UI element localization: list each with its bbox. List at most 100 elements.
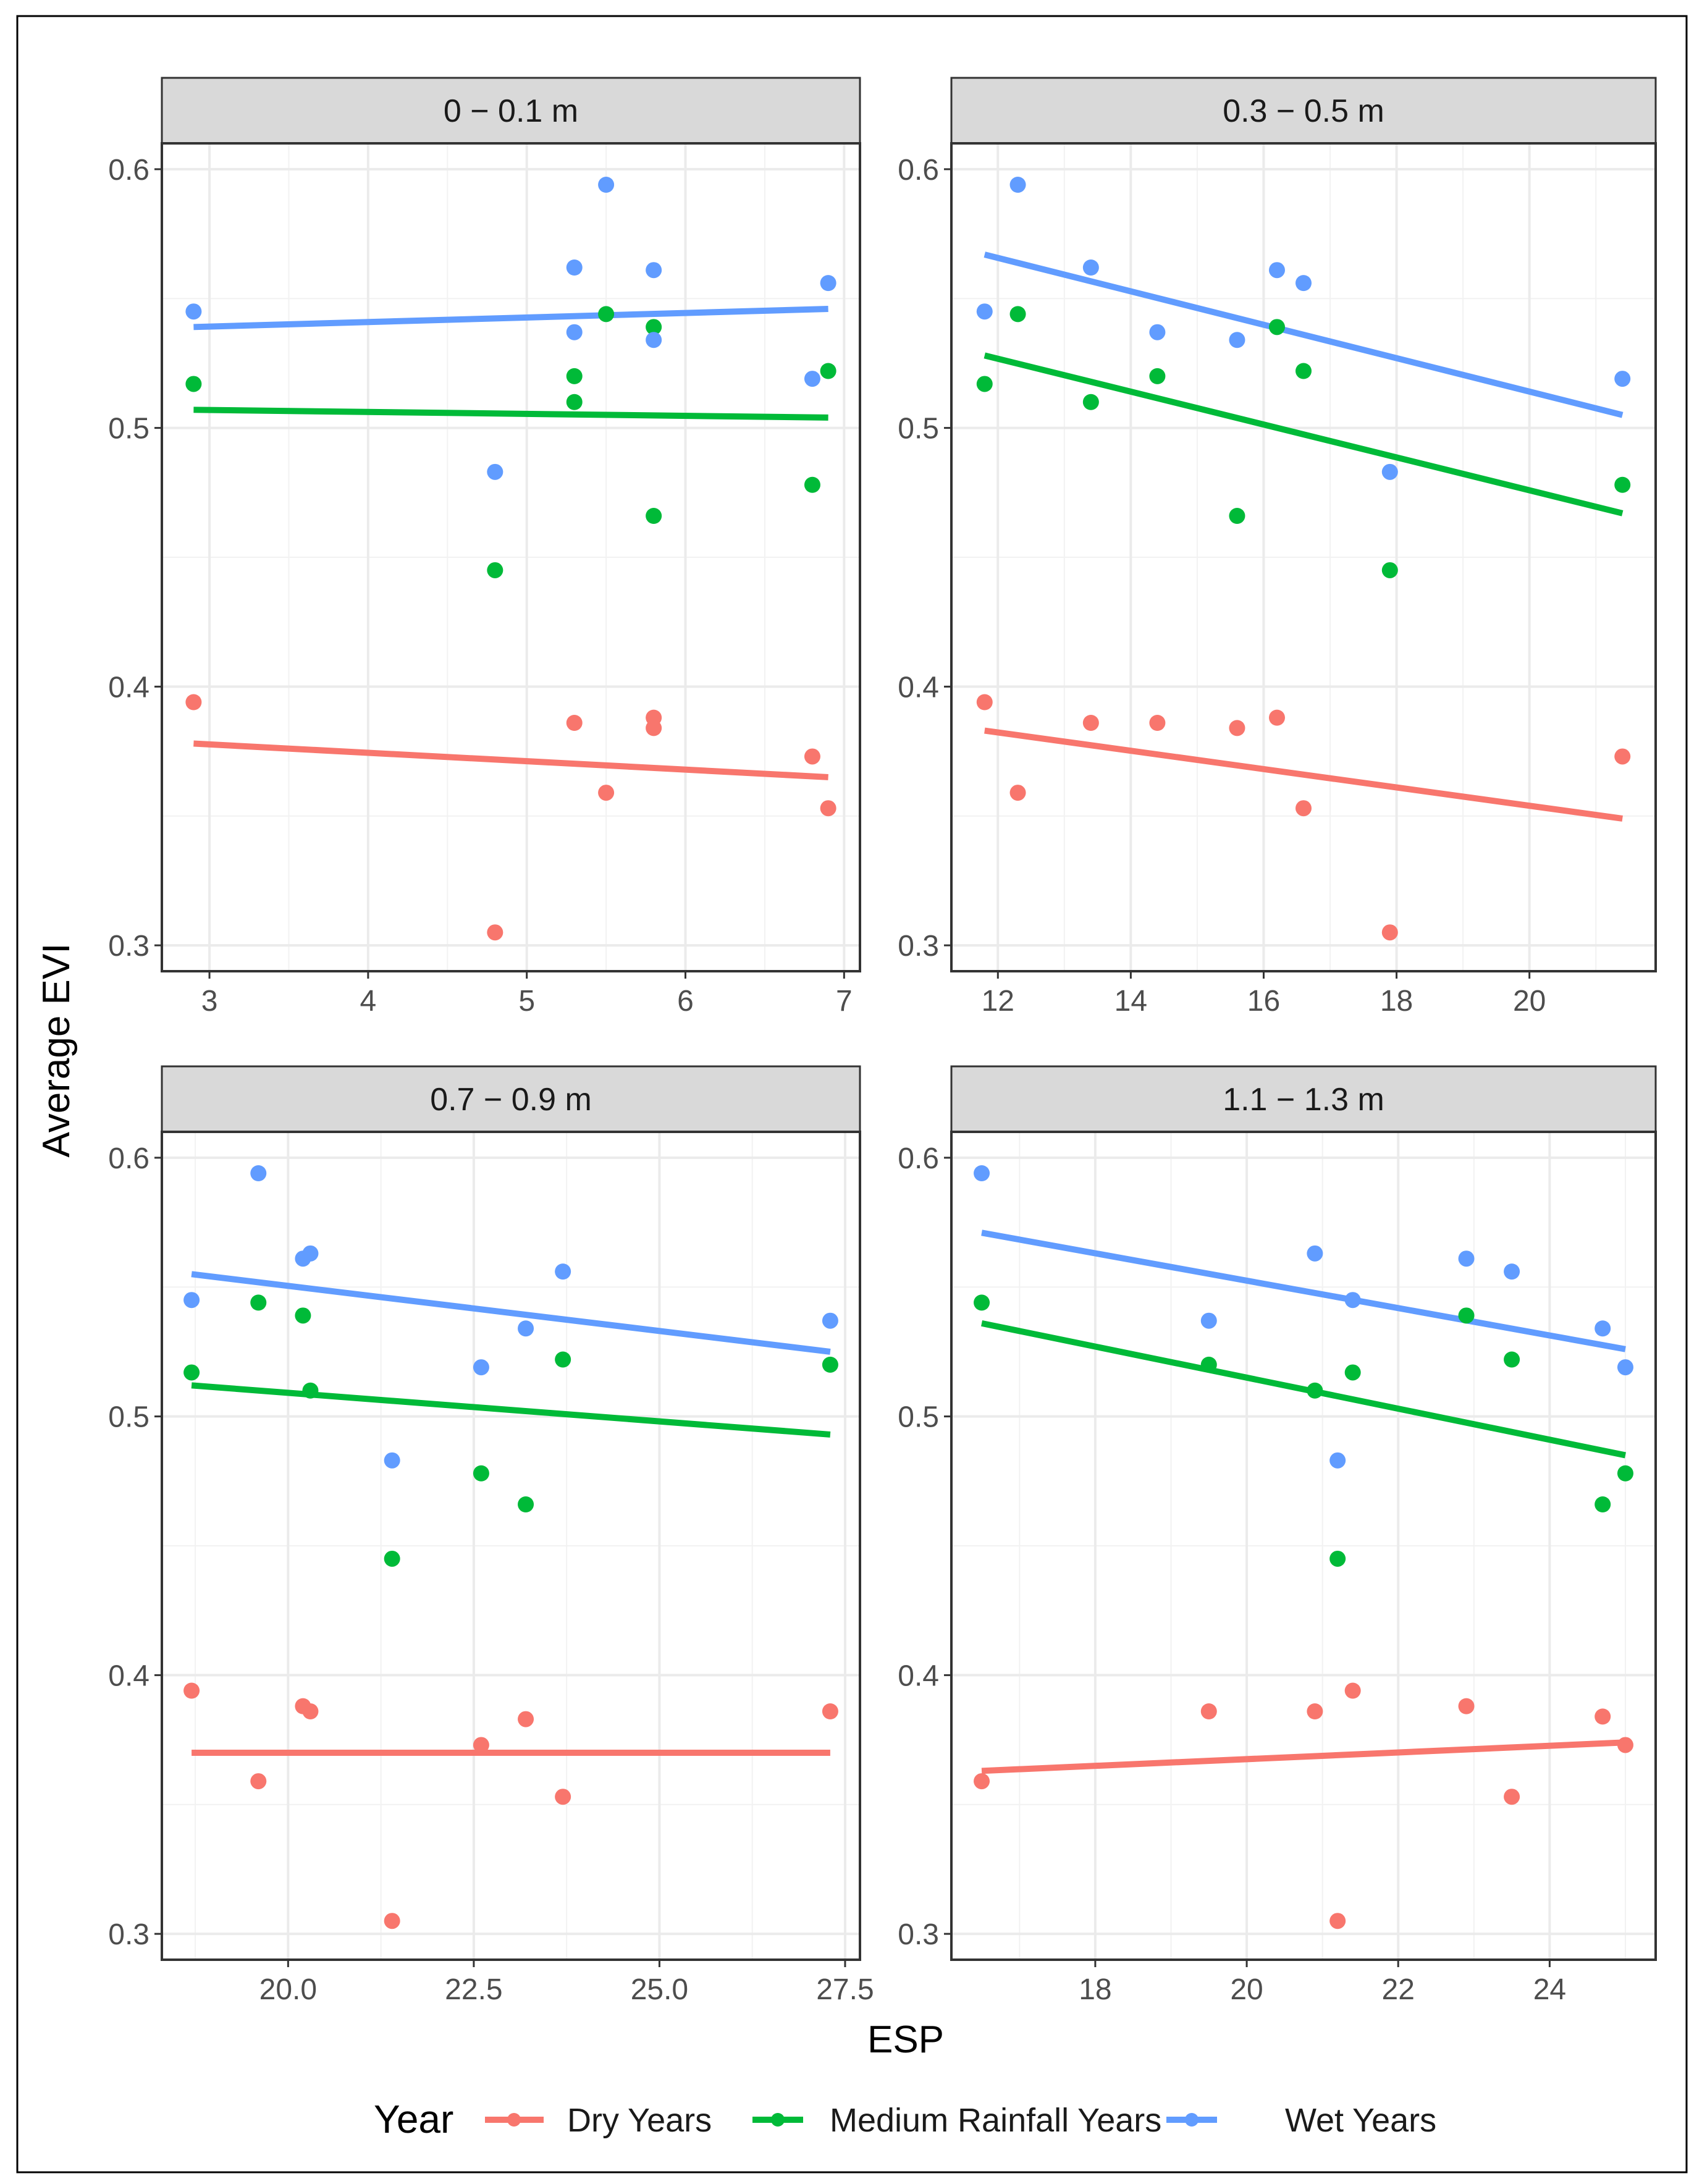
legend-key-point-wet xyxy=(1185,2113,1199,2127)
data-point-wet-years xyxy=(250,1165,267,1181)
data-point-medium-rainfall-years xyxy=(1381,562,1398,578)
legend-title: Year xyxy=(374,2097,453,2141)
data-point-dry-years xyxy=(1381,924,1398,941)
data-point-medium-rainfall-years xyxy=(1268,319,1285,335)
data-point-medium-rainfall-years xyxy=(185,376,202,392)
panel-border xyxy=(950,1131,1657,1961)
data-point-wet-years xyxy=(487,463,503,480)
data-point-wet-years xyxy=(804,371,820,387)
legend-label-medium-rainfall-years: Medium Rainfall Years xyxy=(830,2102,1161,2139)
data-point-dry-years xyxy=(646,720,662,736)
panel-border xyxy=(161,142,861,972)
data-point-medium-rainfall-years xyxy=(646,508,662,524)
y-tick-label: 0.3 xyxy=(898,930,939,963)
data-point-wet-years xyxy=(566,324,583,340)
y-tick-label: 0.3 xyxy=(108,930,150,963)
x-tick-label: 12 xyxy=(982,985,1014,1018)
y-tick-label: 0.3 xyxy=(108,1918,150,1951)
data-point-medium-rainfall-years xyxy=(598,306,615,323)
y-tick-label: 0.4 xyxy=(108,671,150,704)
data-point-medium-rainfall-years xyxy=(183,1364,200,1381)
data-point-medium-rainfall-years xyxy=(566,394,583,410)
data-point-medium-rainfall-years xyxy=(250,1294,267,1311)
data-point-dry-years xyxy=(1229,720,1245,736)
data-point-dry-years xyxy=(1595,1708,1611,1725)
data-point-medium-rainfall-years xyxy=(1329,1550,1346,1567)
data-point-wet-years xyxy=(820,275,836,292)
x-tick-label: 6 xyxy=(677,985,694,1018)
panel-border xyxy=(950,142,1657,972)
data-point-medium-rainfall-years xyxy=(1458,1307,1475,1324)
data-point-medium-rainfall-years xyxy=(822,1356,838,1373)
data-point-dry-years xyxy=(1617,1737,1633,1753)
data-point-wet-years xyxy=(1595,1320,1611,1337)
data-point-wet-years xyxy=(1614,371,1631,387)
data-point-wet-years xyxy=(1381,463,1398,480)
x-tick-label: 18 xyxy=(1380,985,1413,1018)
data-point-dry-years xyxy=(185,694,202,710)
facet-panels: 0 − 0.1 m0.30.40.50.63 4 5 6 70.3 − 0.5 m0.3… xyxy=(108,77,1657,2006)
facet-strip-label: 0.3 − 0.5 m xyxy=(1223,93,1384,129)
y-tick-label: 0.5 xyxy=(898,413,939,445)
data-point-dry-years xyxy=(1307,1703,1323,1719)
data-point-dry-years xyxy=(976,694,993,710)
data-point-wet-years xyxy=(1009,177,1026,193)
data-point-wet-years xyxy=(1295,275,1312,292)
x-tick-label: 18 xyxy=(1079,1973,1111,2006)
data-point-medium-rainfall-years xyxy=(804,476,820,493)
x-tick-label: 7 xyxy=(836,985,853,1018)
x-tick-label: 22.5 xyxy=(445,1973,502,2006)
x-tick-label: 24 xyxy=(1533,1973,1566,2006)
data-point-medium-rainfall-years xyxy=(518,1496,534,1512)
legend-item-wet-years: Wet Years xyxy=(1166,2102,1436,2139)
facet-strip xyxy=(161,77,861,145)
facet-panel-3: 0.7 − 0.9 m 0.3 0.4 0.5 0.6 20.0 22.5 25.0 27.5 xyxy=(108,1065,874,2006)
data-point-dry-years xyxy=(1458,1698,1475,1714)
x-tick-label: 14 xyxy=(1114,985,1147,1018)
x-axis-title: ESP xyxy=(867,2018,944,2061)
data-point-medium-rainfall-years xyxy=(302,1382,319,1399)
data-point-medium-rainfall-years xyxy=(1149,368,1166,384)
data-point-dry-years xyxy=(1009,785,1026,801)
data-point-wet-years xyxy=(473,1359,489,1376)
y-tick-label: 0.6 xyxy=(898,154,939,187)
data-point-wet-years xyxy=(646,332,662,348)
facet-strip xyxy=(950,77,1657,145)
facet-panel-2: 0.3 − 0.5 m 0.3 0.4 0.5 0.6 12 14 16 18 20 xyxy=(898,77,1657,1018)
data-point-dry-years xyxy=(1614,748,1631,765)
data-point-medium-rainfall-years xyxy=(1009,306,1026,323)
data-point-dry-years xyxy=(1295,800,1312,817)
data-point-medium-rainfall-years xyxy=(555,1351,571,1368)
data-point-medium-rainfall-years xyxy=(487,562,503,578)
facet-strip-label: 1.1 − 1.3 m xyxy=(1223,1082,1384,1118)
fit-line-medium-rainfall-years xyxy=(984,352,1624,516)
data-point-medium-rainfall-years xyxy=(1504,1351,1520,1368)
fit-line-wet-years xyxy=(981,1229,1626,1352)
data-point-wet-years xyxy=(384,1452,400,1469)
fit-line-wet-years xyxy=(193,306,828,331)
data-point-wet-years xyxy=(1458,1250,1475,1267)
legend-label-dry-years: Dry Years xyxy=(567,2102,712,2139)
data-point-wet-years xyxy=(302,1245,319,1262)
data-point-dry-years xyxy=(822,1703,838,1719)
legend-key-point-medium xyxy=(771,2113,785,2127)
y-tick-label: 0.5 xyxy=(108,1401,150,1434)
data-point-dry-years xyxy=(1149,715,1166,731)
data-point-medium-rainfall-years xyxy=(1082,394,1099,410)
panel-border xyxy=(161,1131,861,1961)
facet-strip xyxy=(950,1065,1657,1133)
data-point-dry-years xyxy=(302,1703,319,1719)
fit-line-dry-years xyxy=(981,1739,1626,1774)
data-point-wet-years xyxy=(185,303,202,320)
data-point-medium-rainfall-years xyxy=(1307,1382,1323,1399)
data-point-wet-years xyxy=(1617,1359,1633,1376)
fit-line-wet-years xyxy=(191,1271,831,1355)
data-point-dry-years xyxy=(1268,709,1285,726)
facet-panel-4: 1.1 − 1.3 m 0.3 0.4 0.5 0.6 18 20 22 24 xyxy=(898,1065,1657,2006)
facet-strip-label: 0 − 0.1 m xyxy=(444,93,578,129)
data-point-medium-rainfall-years xyxy=(384,1550,400,1567)
legend-label-wet-years: Wet Years xyxy=(1285,2102,1436,2139)
facet-strip xyxy=(161,1065,861,1133)
data-point-medium-rainfall-years xyxy=(1344,1364,1361,1381)
